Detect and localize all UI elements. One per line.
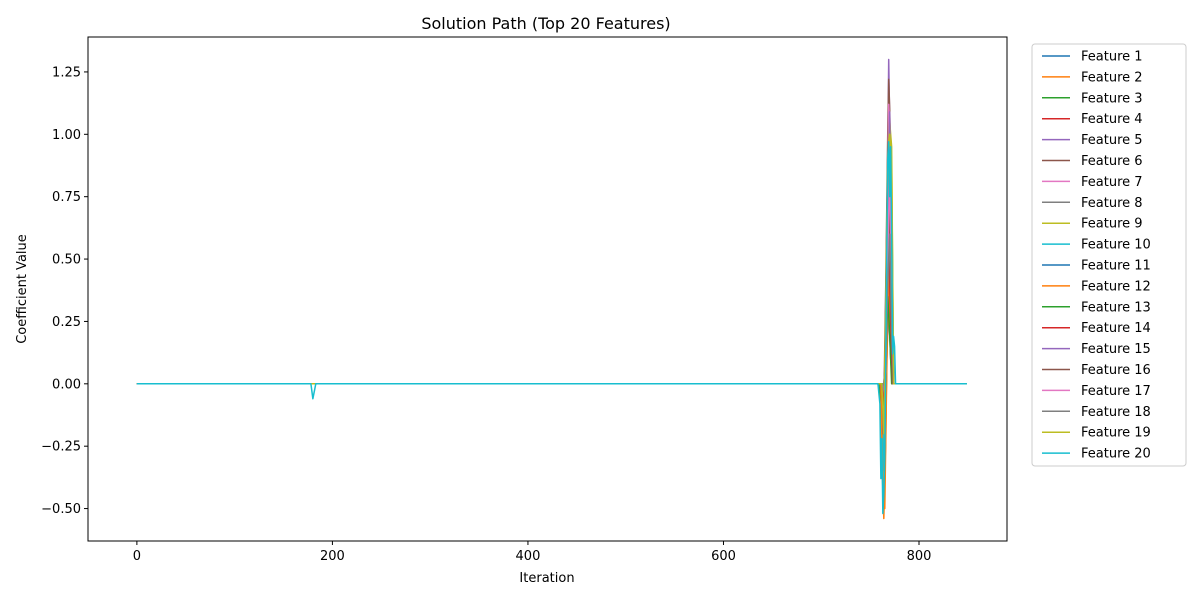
series-line-feature-6	[136, 78, 967, 410]
series-line-feature-12	[136, 270, 967, 510]
series-line-feature-2	[136, 128, 967, 520]
y-tick-label: 0.50	[52, 253, 81, 268]
y-tick-label: −0.25	[41, 440, 81, 455]
series-line-feature-5	[136, 58, 967, 422]
series-line-feature-1	[136, 295, 967, 430]
x-tick-label: 0	[133, 549, 141, 564]
series-line-feature-20	[136, 141, 967, 515]
series-line-feature-17	[136, 170, 967, 385]
x-tick-label: 600	[711, 549, 736, 564]
y-tick-label: 1.25	[52, 65, 81, 80]
legend-frame	[1031, 43, 1187, 467]
y-tick-label: 1.00	[52, 128, 81, 143]
legend-label-feature-5: Feature 5	[1081, 133, 1143, 148]
x-tick-label: 400	[516, 549, 541, 564]
series-line-feature-3	[136, 245, 967, 485]
legend-label-feature-18: Feature 18	[1081, 405, 1151, 420]
chart-title: Solution Path (Top 20 Features)	[421, 14, 670, 33]
y-axis-label: Coefficient Value	[15, 234, 30, 344]
legend-label-feature-6: Feature 6	[1081, 154, 1143, 169]
legend-label-feature-10: Feature 10	[1081, 238, 1151, 253]
series-line-feature-13	[136, 295, 967, 422]
series-line-feature-10	[136, 146, 967, 472]
x-tick-label: 200	[320, 549, 345, 564]
series-line-feature-15	[136, 111, 967, 398]
legend-label-feature-19: Feature 19	[1081, 426, 1151, 441]
plot-frame	[87, 36, 1008, 542]
series-layer	[136, 58, 967, 520]
series-line-feature-11	[136, 308, 967, 435]
series-line-feature-4	[136, 208, 967, 435]
series-line-feature-19	[136, 133, 967, 435]
legend-label-feature-3: Feature 3	[1081, 91, 1143, 106]
x-axis-label: Iteration	[519, 571, 574, 586]
x-axis-ticks: 0 200 400 600 800	[133, 541, 932, 564]
series-line-feature-18	[136, 233, 967, 385]
legend-label-feature-7: Feature 7	[1081, 175, 1143, 190]
x-tick-label: 800	[907, 549, 932, 564]
legend-label-feature-20: Feature 20	[1081, 447, 1151, 462]
legend-label-feature-8: Feature 8	[1081, 196, 1143, 211]
legend-label-feature-13: Feature 13	[1081, 300, 1151, 315]
legend-label-feature-17: Feature 17	[1081, 384, 1151, 399]
series-line-feature-8	[136, 146, 967, 410]
y-tick-label: 0.25	[52, 315, 81, 330]
y-tick-label: 0.75	[52, 190, 81, 205]
y-tick-label: −0.50	[41, 502, 81, 517]
legend-label-feature-16: Feature 16	[1081, 363, 1151, 378]
legend-label-feature-14: Feature 14	[1081, 321, 1151, 336]
legend-label-feature-15: Feature 15	[1081, 342, 1151, 357]
legend-label-feature-2: Feature 2	[1081, 70, 1143, 85]
y-axis-ticks: −0.50 −0.25 0.00 0.25 0.50 0.75 1.00 1.25	[41, 65, 88, 517]
series-line-feature-16	[136, 203, 967, 385]
legend-label-feature-12: Feature 12	[1081, 279, 1151, 294]
series-line-feature-14	[136, 233, 967, 410]
legend-label-feature-1: Feature 1	[1081, 50, 1143, 65]
y-tick-label: 0.00	[52, 377, 81, 392]
legend-label-feature-11: Feature 11	[1081, 259, 1151, 274]
legend: Feature 1 Feature 2 Feature 3 Feature 4 Feat…	[1031, 43, 1187, 467]
series-line-feature-9	[136, 121, 967, 447]
legend-label-feature-4: Feature 4	[1081, 112, 1143, 127]
legend-label-feature-9: Feature 9	[1081, 217, 1143, 232]
